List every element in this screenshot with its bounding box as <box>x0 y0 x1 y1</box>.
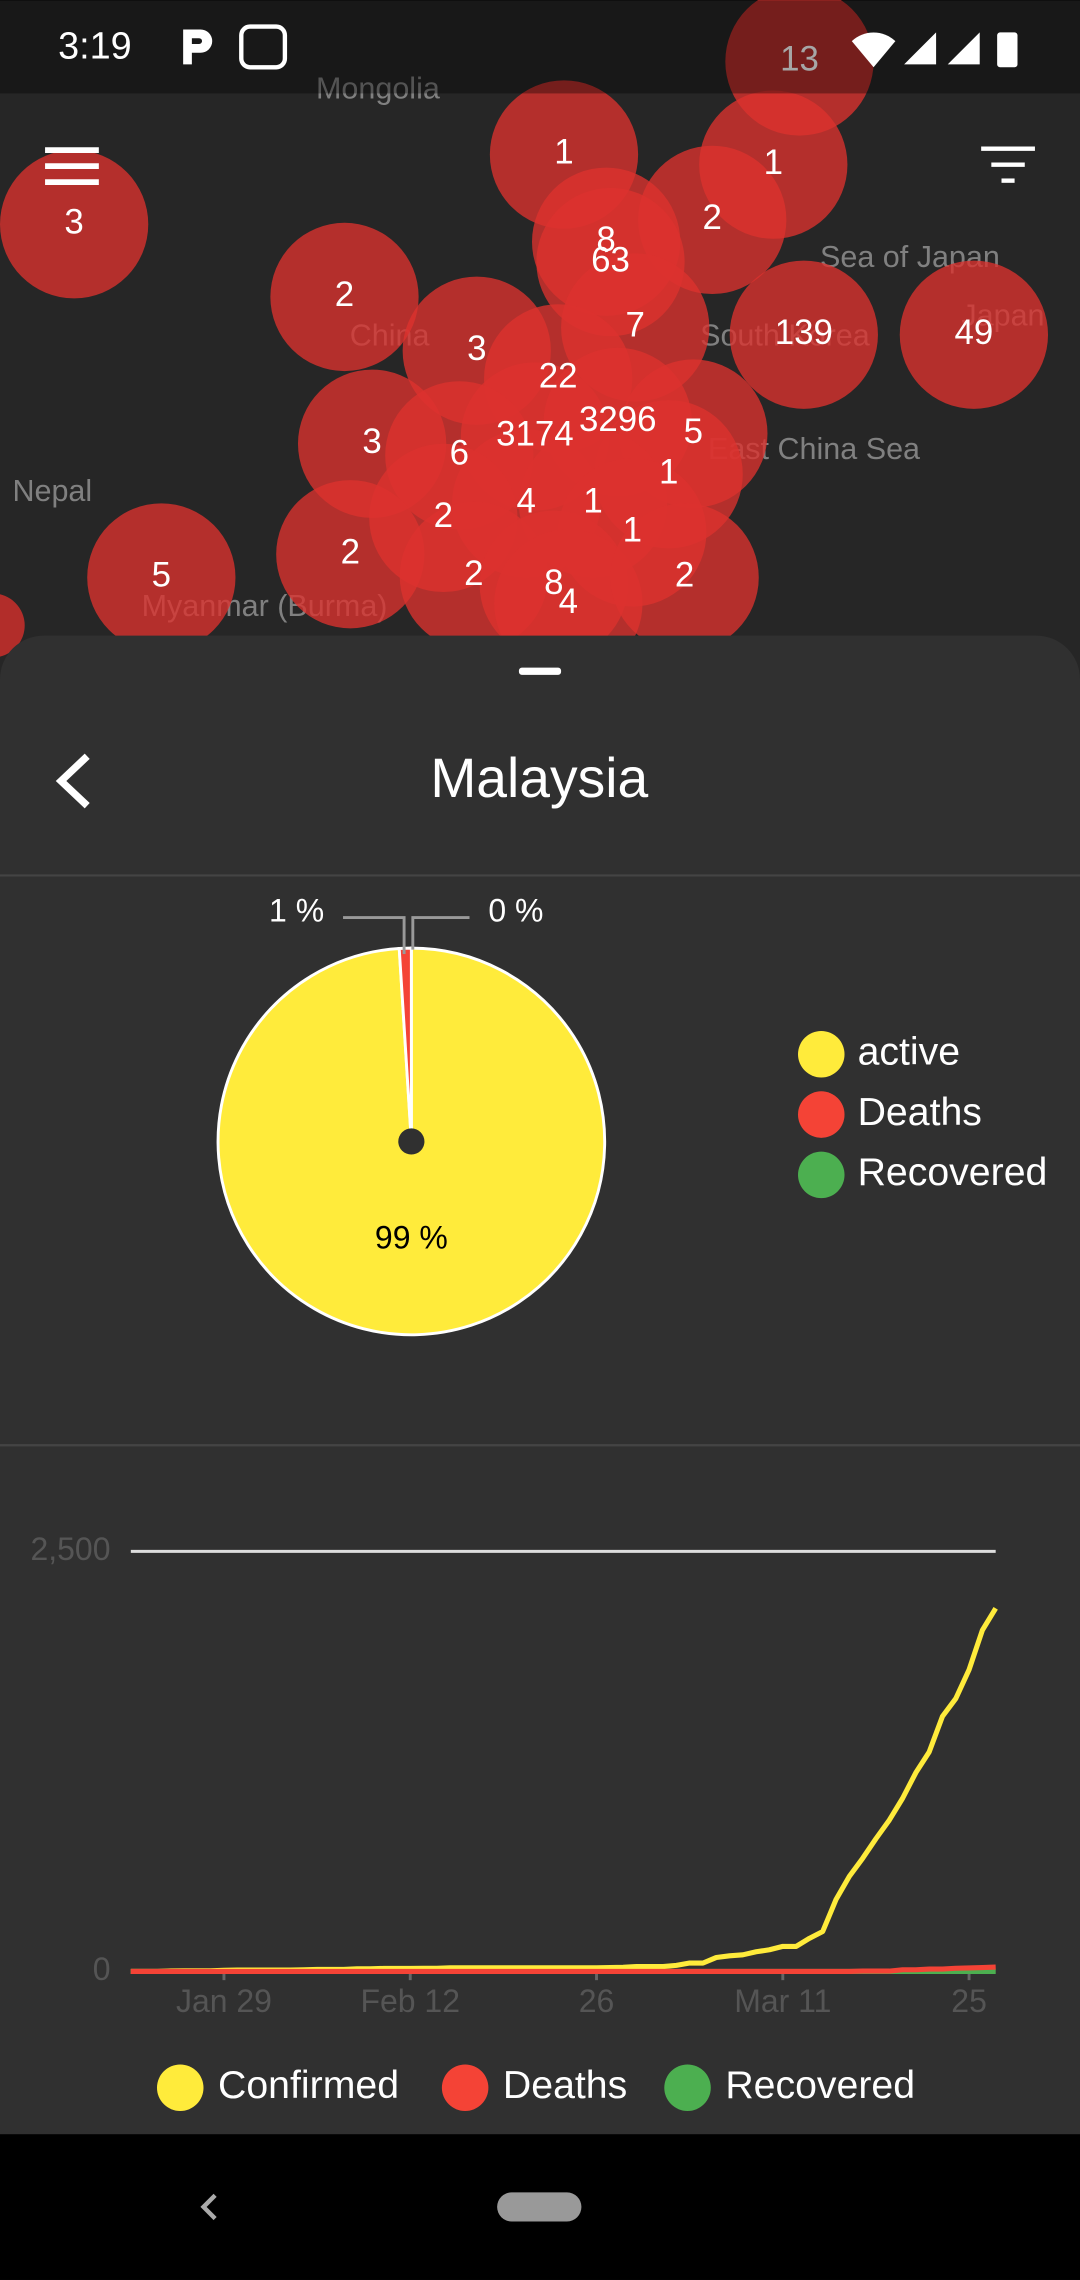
cluster-count[interactable]: 2 <box>703 198 722 237</box>
cluster-count[interactable]: 8 <box>544 563 563 602</box>
status-time: 3:19 <box>58 25 132 67</box>
cluster-count[interactable]: 13 <box>780 40 819 79</box>
cluster-count[interactable]: 2 <box>335 275 354 314</box>
x-tick-label: 26 <box>579 1983 615 2019</box>
legend-swatch <box>798 1030 845 1078</box>
cluster-count[interactable]: 2 <box>464 554 483 593</box>
cluster-count[interactable]: 3 <box>64 202 83 241</box>
cluster-count[interactable]: 1 <box>554 133 573 172</box>
pie-chart: 99 % 1 % 0 % active Deaths Recovered <box>216 893 1048 1337</box>
cluster-bubble <box>899 260 1049 409</box>
cluster-count[interactable]: 1 <box>764 143 783 182</box>
cluster-count[interactable]: 1 <box>623 511 642 550</box>
legend-label: Recovered <box>725 2063 915 2107</box>
bottom-sheet <box>0 635 1080 2135</box>
x-tick-label: Feb 12 <box>360 1983 460 2019</box>
cluster-count[interactable]: 3 <box>362 422 381 461</box>
cluster-count[interactable]: 5 <box>684 412 703 451</box>
pie-center <box>398 1128 425 1155</box>
leader-line <box>343 916 406 954</box>
cluster-count[interactable]: 22 <box>539 357 578 396</box>
cluster-count[interactable]: 7 <box>626 306 645 345</box>
line-chart: 0 2,500 Jan 29 Feb 12 26 Mar 11 25 Confirmed Dea… <box>30 1531 998 2111</box>
pie-value-label: 0 % <box>488 893 543 929</box>
sheet-title: Malaysia <box>430 747 648 809</box>
x-tick-label: 25 <box>951 1983 987 2019</box>
legend-label: active <box>858 1030 961 1074</box>
pie-value-label: 1 % <box>269 893 324 929</box>
cluster-count[interactable]: 2 <box>675 556 694 595</box>
cluster-count[interactable]: 6 <box>450 434 469 473</box>
nav-home[interactable] <box>497 2192 582 2222</box>
nav-back[interactable] <box>200 2193 217 2221</box>
status-icons <box>183 24 1018 70</box>
cluster-count[interactable]: 4 <box>559 582 578 621</box>
legend-swatch <box>798 1151 845 1199</box>
place-label: Mongolia <box>316 72 440 106</box>
menu-button[interactable] <box>45 147 99 186</box>
drag-handle[interactable] <box>518 667 562 675</box>
legend-label: Deaths <box>858 1090 982 1134</box>
legend-swatch <box>156 2064 204 2111</box>
cluster-count[interactable]: 1 <box>659 452 678 491</box>
cluster-count[interactable]: 2 <box>434 496 453 535</box>
back-button[interactable] <box>55 753 90 809</box>
legend-label: Confirmed <box>218 2063 399 2107</box>
legend-swatch <box>798 1091 845 1138</box>
legend-swatch <box>664 2064 711 2111</box>
y-tick-label: 0 <box>93 1951 111 1987</box>
x-tick-label: Mar 11 <box>734 1983 831 2019</box>
pie-value-label: 99 % <box>375 1220 448 1256</box>
filter-button[interactable] <box>981 146 1035 183</box>
status-bar <box>0 0 1080 94</box>
cluster-bubble <box>87 503 236 652</box>
series-line <box>130 1964 996 1974</box>
cluster-bubble <box>276 480 425 629</box>
cluster-bubble <box>610 503 759 652</box>
cluster-count[interactable]: 5 <box>152 556 171 595</box>
cluster-count[interactable]: 3174 <box>496 415 574 454</box>
cluster-bubble <box>270 222 419 372</box>
cluster-count[interactable]: 2 <box>341 532 360 571</box>
place-label: Nepal <box>12 474 92 508</box>
legend-label: Recovered <box>858 1150 1048 1194</box>
y-tick-label: 2,500 <box>30 1531 110 1567</box>
cluster-count[interactable]: 8 <box>596 220 615 259</box>
cluster-count[interactable]: 49 <box>954 313 993 352</box>
cluster-count[interactable]: 139 <box>775 313 833 352</box>
cluster-count[interactable]: 1 <box>583 482 602 521</box>
leader-line <box>411 916 470 950</box>
legend-swatch <box>441 2064 489 2111</box>
legend-label: Deaths <box>503 2063 627 2107</box>
cluster-count[interactable]: 3296 <box>579 400 657 439</box>
cluster-bubble <box>729 260 878 409</box>
cluster <box>0 594 25 657</box>
map[interactable]: MongoliaChinaNepalSea of JapanJapanSouth… <box>0 0 1049 678</box>
cluster-count[interactable]: 3 <box>467 329 486 368</box>
cluster-count[interactable]: 63 <box>591 240 630 279</box>
x-tick-label: Jan 29 <box>176 1983 272 2019</box>
cluster-bubble <box>0 150 149 299</box>
cluster-count[interactable]: 4 <box>516 482 535 521</box>
